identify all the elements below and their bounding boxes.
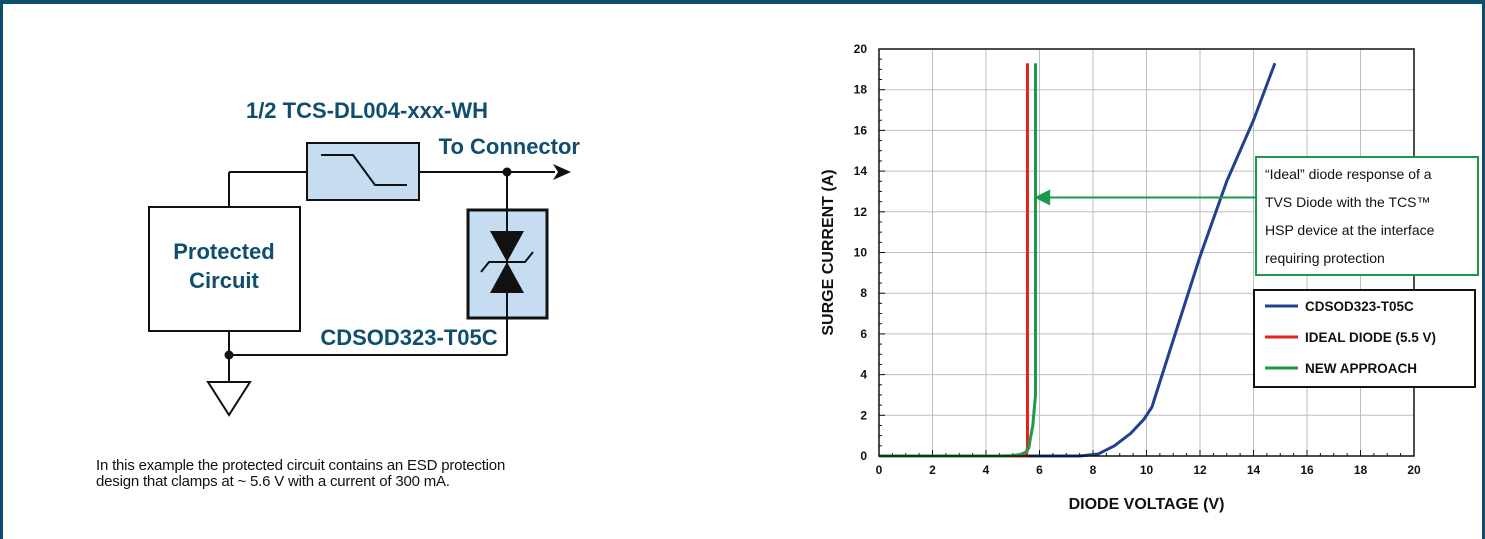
series-line-2 <box>879 63 1029 458</box>
annotation-line-1: “Ideal” diode response of a <box>1265 166 1432 182</box>
legend: CDSOD323-T05C IDEAL DIODE (5.5 V) NEW APPR… <box>1253 289 1476 388</box>
annotation-line-2: TVS Diode with the TCS™ <box>1265 194 1430 210</box>
ground-icon <box>206 381 252 417</box>
x-tick-label: 14 <box>1247 463 1261 477</box>
surge-current-chart: 0 2 4 6 8 10 12 14 16 18 20 0 2 4 6 8 10 12 14 16 18 20 DIODE… <box>820 42 1479 513</box>
y-axis-title: SURGE CURRENT (A) <box>820 169 837 335</box>
legend-label-1: CDSOD323-T05C <box>1305 299 1414 314</box>
x-tick-label: 0 <box>876 463 883 477</box>
junction-dot-top <box>502 167 512 177</box>
filter-label: 1/2 TCS-DL004-xxx-WH <box>246 98 488 123</box>
filter-symbol-icon <box>321 154 407 186</box>
x-tick-label: 6 <box>1036 463 1043 477</box>
y-tick-label: 16 <box>854 123 868 137</box>
x-tick-label: 2 <box>929 463 936 477</box>
circuit-label-line2: Circuit <box>189 268 259 293</box>
connector-label: To Connector <box>439 134 581 159</box>
series-lines <box>879 62 1277 458</box>
circuit-label-line1: Protected <box>173 239 274 264</box>
annotation: “Ideal” diode response of a TVS Diode wi… <box>1034 156 1479 276</box>
diode-label: CDSOD323-T05C <box>320 325 497 350</box>
series-line-3 <box>879 63 1037 458</box>
x-tick-label: 10 <box>1140 463 1154 477</box>
schematic-diagram: Protected Circuit 1/2 TCS-DL004-xxx-WH T… <box>148 98 581 417</box>
junction-dot-bottom <box>224 350 234 360</box>
x-tick-label: 4 <box>983 463 990 477</box>
legend-label-2: IDEAL DIODE (5.5 V) <box>1305 330 1436 345</box>
y-tick-label: 10 <box>854 246 868 260</box>
annotation-arrow-head-icon <box>1034 189 1051 206</box>
x-tick-label: 20 <box>1407 463 1421 477</box>
caption-line2: design that clamps at ~ 5.6 V with a cur… <box>96 473 450 490</box>
caption-line1: In this example the protected circuit co… <box>96 457 506 474</box>
annotation-line-4: requiring protection <box>1265 250 1385 266</box>
legend-label-3: NEW APPROACH <box>1305 361 1417 376</box>
x-tick-label: 12 <box>1193 463 1207 477</box>
annotation-box <box>1255 156 1479 276</box>
y-tick-label: 12 <box>854 205 868 219</box>
y-tick-label: 20 <box>854 42 868 56</box>
annotation-line-3: HSP device at the interface <box>1265 222 1435 238</box>
series-line-1 <box>879 62 1277 458</box>
y-tick-label: 6 <box>860 327 867 341</box>
connector-arrow-icon <box>553 164 571 180</box>
y-tick-label: 2 <box>860 408 867 422</box>
y-tick-label: 8 <box>860 286 867 300</box>
bidirectional-diode-icon <box>480 210 534 318</box>
x-tick-label: 18 <box>1354 463 1368 477</box>
y-tick-label: 14 <box>854 164 868 178</box>
y-tick-label: 18 <box>854 83 868 97</box>
y-tick-label: 4 <box>860 368 867 382</box>
y-tick-label: 0 <box>860 449 867 463</box>
protected-circuit-box <box>148 206 301 332</box>
x-tick-label: 16 <box>1300 463 1314 477</box>
x-axis-title: DIODE VOLTAGE (V) <box>1069 496 1225 513</box>
filter-box <box>306 142 420 201</box>
caption: In this example the protected circuit co… <box>96 458 656 490</box>
x-tick-label: 8 <box>1090 463 1097 477</box>
